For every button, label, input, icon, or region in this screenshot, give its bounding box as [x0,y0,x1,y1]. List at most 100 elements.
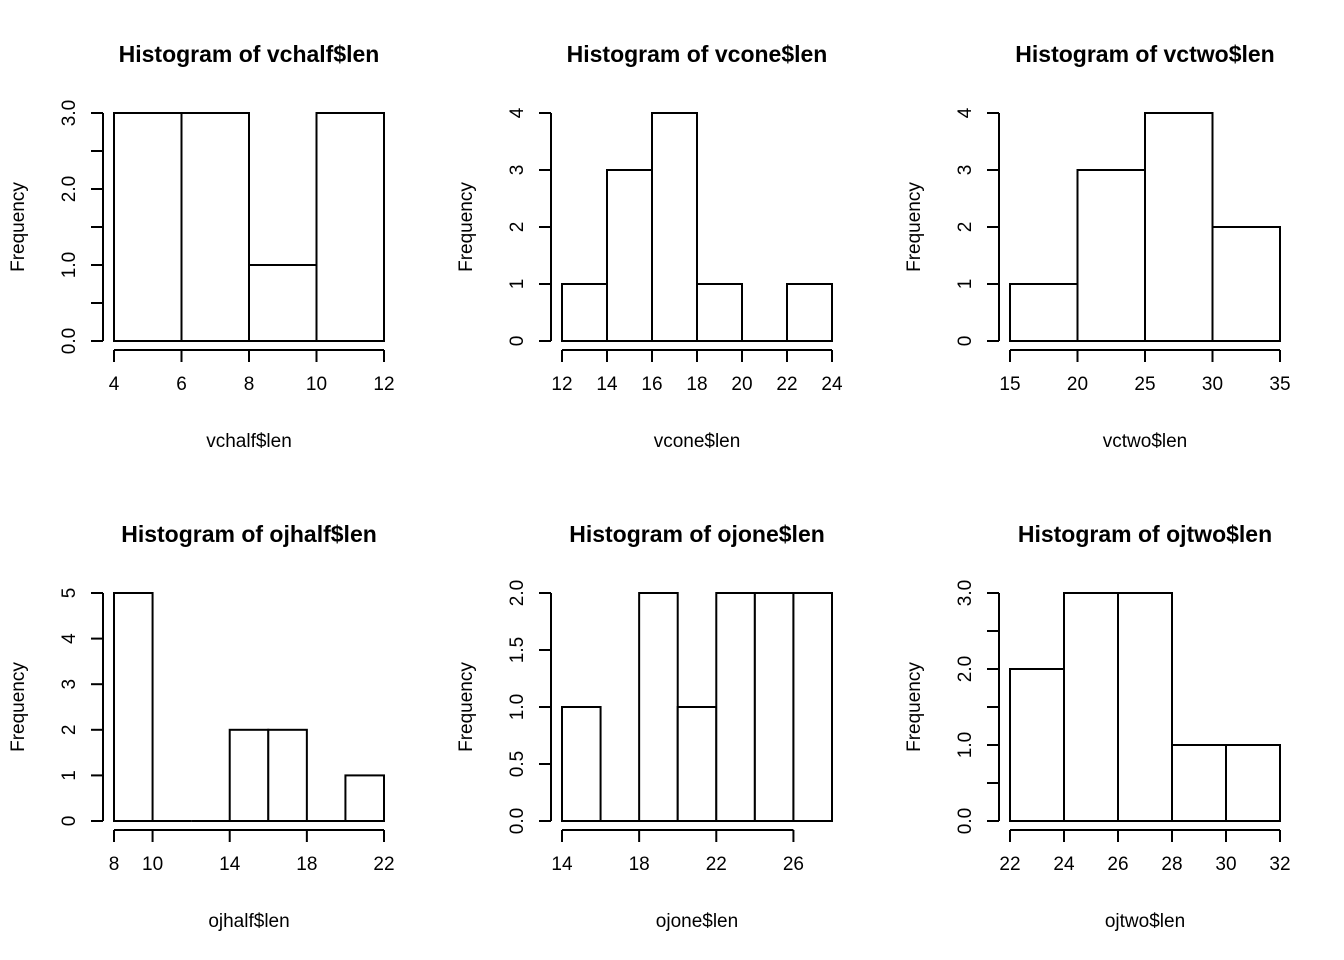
histogram-bar [1225,744,1281,822]
x-axis-label: vchalf$len [206,431,292,452]
histogram-panel-1: Histogram of vchalf$len 4 6 8 10 12 vchalf$len… [8,41,395,452]
histogram-bar [1211,226,1281,342]
y-tick-label: 1 [59,770,80,781]
x-tick-label: 10 [142,854,163,875]
y-tick-label: 3.0 [955,580,976,606]
histogram-bar [1117,592,1173,822]
histogram-bar [561,706,602,822]
x-tick-label: 22 [999,854,1020,875]
histogram-bar [1063,592,1119,822]
x-tick-label: 8 [244,374,255,395]
x-tick-label: 30 [1202,374,1223,395]
x-axis-label: vcone$len [654,431,741,452]
x-tick-label: 24 [1053,854,1075,875]
chart-title: Histogram of vctwo$len [1015,41,1274,67]
histogram-bar [113,592,154,822]
histogram-bar [638,592,679,822]
x-tick-label: 18 [686,374,707,395]
y-tick-label: 3 [955,165,976,176]
histogram-bar [180,112,250,342]
y-tick-label: 1.0 [59,252,80,278]
x-tick-label: 22 [776,374,797,395]
histogram-bar [1076,169,1146,342]
x-tick-label: 26 [783,854,804,875]
y-axis: 0 1 2 3 4 5 [59,588,104,827]
y-axis-label: Frequency [456,182,477,272]
histogram-bar [561,283,608,342]
y-tick-label: 3 [507,165,528,176]
y-tick-label: 2.0 [507,580,528,606]
chart-title: Histogram of ojhalf$len [121,521,377,547]
x-tick-label: 14 [596,374,618,395]
x-axis: 4 6 8 10 12 [109,349,395,395]
histogram-bar [1009,283,1079,342]
y-tick-label: 3 [59,679,80,690]
histogram-bar [715,592,756,822]
x-axis: 8 10 14 18 22 [109,829,395,875]
x-tick-label: 22 [706,854,727,875]
y-axis-label: Frequency [8,182,29,272]
histogram-bar [792,592,834,822]
x-tick-label: 28 [1161,854,1182,875]
y-tick-label: 2.0 [955,656,976,682]
histogram-bar [606,169,653,342]
y-axis: 0.0 1.0 2.0 3.0 [59,100,104,354]
x-tick-label: 6 [176,374,187,395]
x-tick-label: 26 [1107,854,1128,875]
x-tick-label: 10 [306,374,327,395]
x-tick-label: 24 [821,374,843,395]
chart-title: Histogram of vcone$len [567,41,828,67]
x-tick-label: 22 [373,854,394,875]
y-axis-label: Frequency [8,662,29,752]
y-tick-label: 2 [507,222,528,233]
histogram-bar [651,112,698,342]
x-tick-label: 30 [1215,854,1236,875]
y-tick-label: 0.0 [507,808,528,834]
histogram-bar [696,283,743,342]
y-tick-label: 0.0 [955,808,976,834]
y-tick-label: 0 [955,336,976,347]
histogram-panel-5: Histogram of ojone$len 14 18 22 26 ojone$len 0… [456,521,834,932]
histogram-bar [753,592,795,822]
y-tick-label: 1 [507,279,528,290]
x-tick-label: 8 [109,854,120,875]
y-tick-label: 2.0 [59,176,80,202]
histogram-bar [1171,744,1227,822]
y-tick-label: 0.5 [507,751,528,777]
y-tick-label: 1.0 [955,732,976,758]
x-tick-label: 4 [109,374,120,395]
histogram-bar [344,774,385,823]
x-axis-label: ojtwo$len [1105,911,1185,932]
y-tick-label: 4 [59,633,80,644]
chart-title: Histogram of vchalf$len [119,41,380,67]
histogram-bar [786,283,833,342]
y-tick-label: 2 [59,725,80,736]
y-tick-label: 4 [955,107,976,118]
histogram-panel-6: Histogram of ojtwo$len 22 24 26 28 30 32 ojtwo$… [904,521,1291,932]
y-axis: 0 1 2 3 4 [955,107,1000,347]
chart-title: Histogram of ojtwo$len [1018,521,1272,547]
y-axis: 0.0 1.0 2.0 3.0 [955,580,1000,834]
y-tick-label: 0 [59,816,80,827]
y-axis: 0 1 2 3 4 [507,107,552,347]
y-tick-label: 3.0 [59,100,80,126]
y-tick-label: 0 [507,336,528,347]
x-axis: 22 24 26 28 30 32 [999,829,1291,875]
x-tick-label: 25 [1134,374,1155,395]
y-tick-label: 4 [507,107,528,118]
chart-title: Histogram of ojone$len [569,521,825,547]
histogram-bar [113,112,183,342]
x-tick-label: 15 [999,374,1020,395]
histogram-bar [228,728,270,822]
histogram-bar [676,706,718,822]
y-tick-label: 5 [59,588,80,599]
y-axis-label: Frequency [904,182,925,272]
x-axis-label: ojhalf$len [208,911,289,932]
histogram-bar [1144,112,1214,342]
x-axis-label: ojone$len [656,911,738,932]
x-tick-label: 14 [219,854,241,875]
x-tick-label: 14 [551,854,573,875]
